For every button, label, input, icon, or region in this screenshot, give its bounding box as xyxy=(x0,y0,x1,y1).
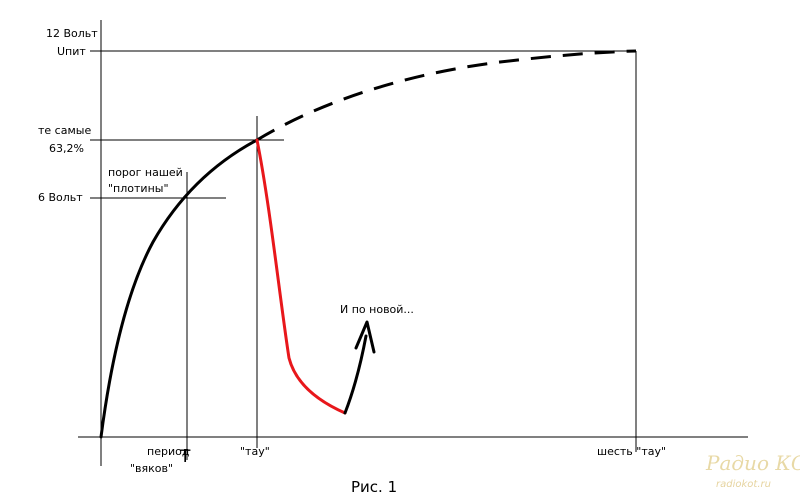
label-again: И по новой... xyxy=(340,303,414,316)
label-vyakov: "вяков" xyxy=(130,462,173,475)
watermark-site: radiokot.ru xyxy=(716,479,771,490)
charge-curve-dashed xyxy=(256,49,637,142)
watermark-brand: Радио КОТ xyxy=(705,451,800,475)
label-threshold-2: "плотины" xyxy=(108,182,169,195)
charge-curve xyxy=(99,138,259,439)
label-period-symbol: T xyxy=(179,447,191,467)
label-12v: 12 Вольт xyxy=(46,27,98,40)
label-6v: 6 Вольт xyxy=(38,191,83,204)
label-upit: Uпит xyxy=(57,45,86,58)
label-tau: "тау" xyxy=(240,445,270,458)
label-same: те самые xyxy=(38,124,91,137)
discharge-curve xyxy=(255,138,347,415)
figure-caption: Рис. 1 xyxy=(351,478,397,496)
restart-arrow-shaft xyxy=(343,334,368,415)
restart-arrow-head xyxy=(354,320,376,354)
label-threshold-1: порог нашей xyxy=(108,166,183,179)
label-period: период xyxy=(147,445,190,458)
label-63pct: 63,2% xyxy=(49,142,84,155)
label-six-tau: шесть "тау" xyxy=(597,445,666,458)
